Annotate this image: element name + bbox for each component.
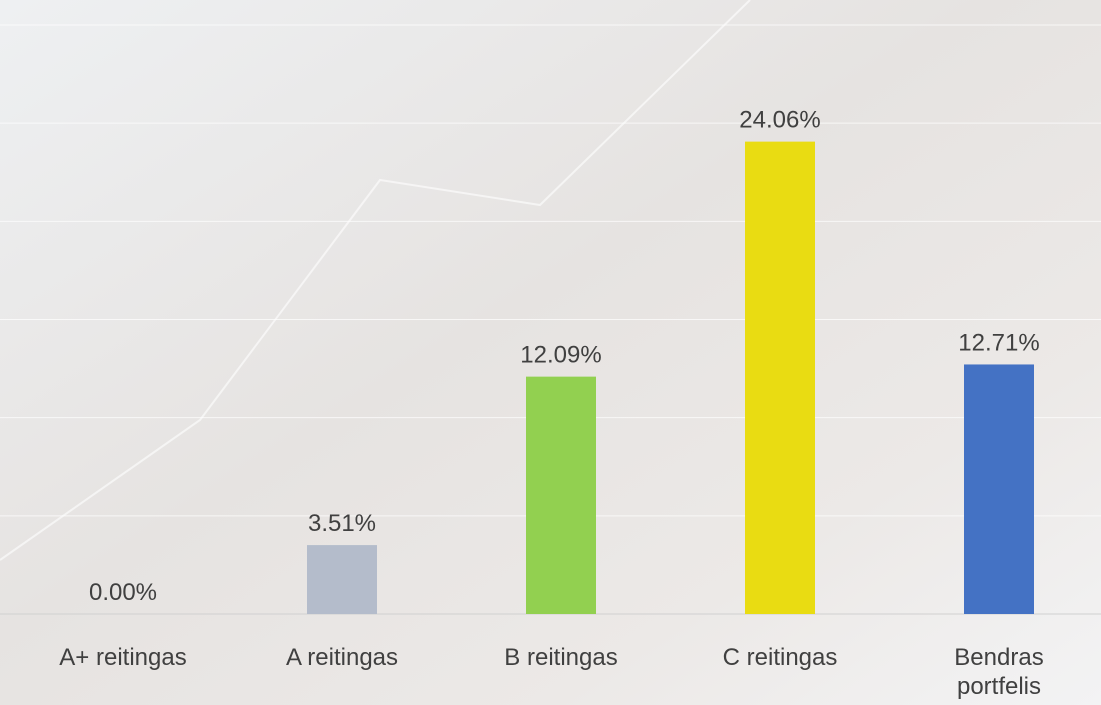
- bar: [964, 364, 1034, 614]
- bar: [745, 141, 815, 614]
- bar: [307, 545, 377, 614]
- x-tick-label: A reitingas: [286, 644, 398, 671]
- data-label: 12.71%: [958, 329, 1039, 356]
- bar: [526, 376, 596, 614]
- x-tick-label: A+ reitingas: [59, 644, 186, 671]
- data-label: 3.51%: [308, 510, 376, 537]
- x-tick-label: C reitingas: [723, 644, 838, 671]
- x-tick-label: Bendras portfelis: [954, 644, 1043, 700]
- background-decoration: [0, 0, 750, 560]
- data-label: 0.00%: [89, 579, 157, 606]
- data-label: 24.06%: [739, 107, 820, 134]
- x-tick-label: B reitingas: [504, 644, 617, 671]
- data-label: 12.09%: [520, 342, 601, 369]
